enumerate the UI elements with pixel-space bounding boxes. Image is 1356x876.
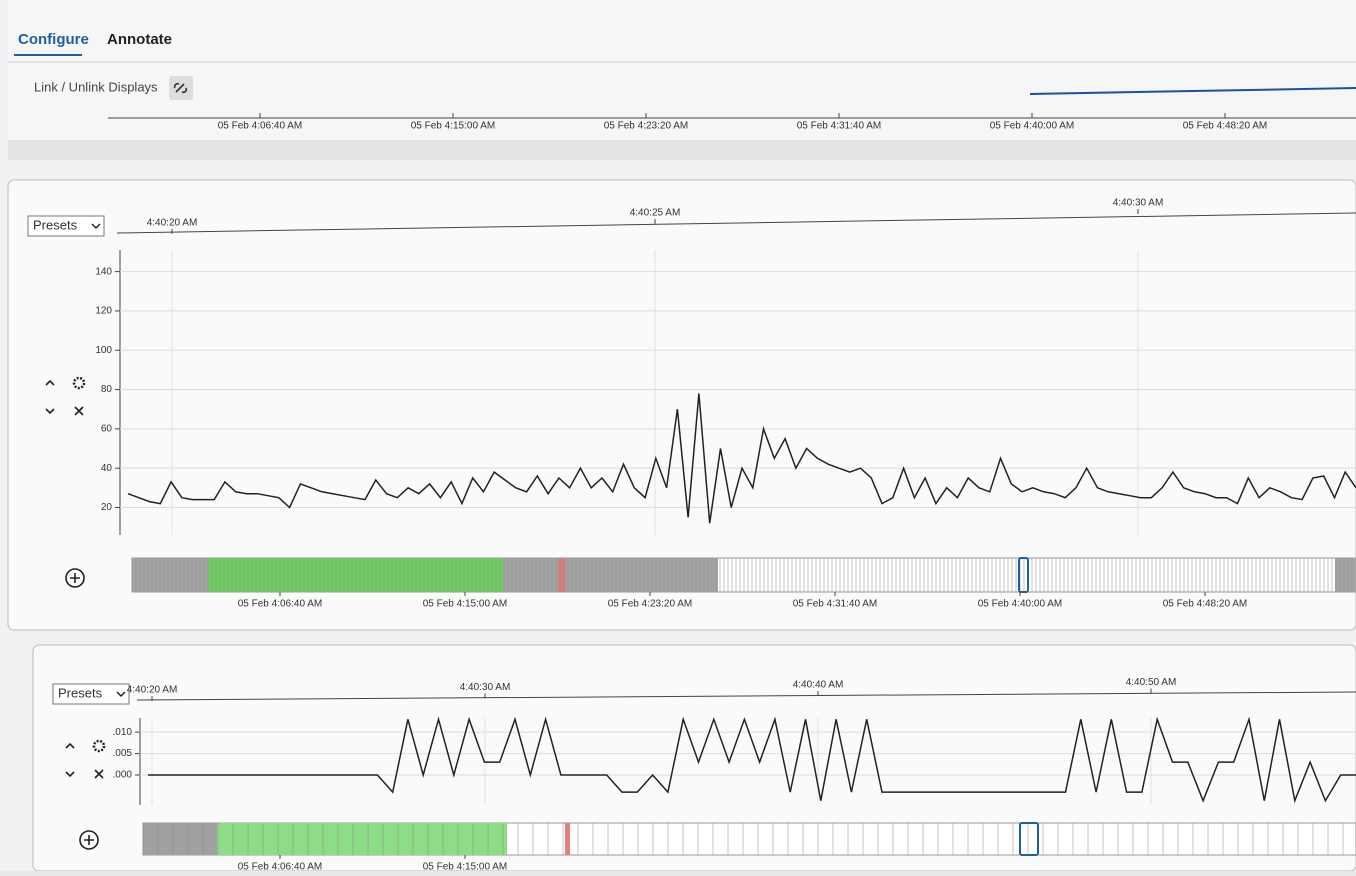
y-tick-label: 40 (101, 463, 113, 474)
tab-annotate[interactable]: Annotate (107, 31, 172, 48)
page: Configure Annotate Link / Unlink Display… (0, 0, 1356, 871)
timeline-segment (565, 823, 570, 855)
y-tick-label: 120 (95, 306, 112, 317)
tab-configure[interactable]: Configure (18, 31, 89, 48)
timeline-tick-label: 05 Feb 4:06:40 AM (238, 599, 323, 610)
timeline-tick-label: 05 Feb 4:40:00 AM (978, 599, 1063, 610)
overview-bottom (8, 140, 1356, 160)
timeline-segment (503, 558, 558, 592)
time-tick-label: 4:40:20 AM (147, 218, 198, 229)
timeline-tick-label: 05 Feb 4:06:40 AM (238, 862, 323, 871)
y-tick-label: .010 (113, 727, 133, 738)
timeline-tick-label: 05 Feb 4:23:20 AM (608, 599, 693, 610)
time-tick-label: 4:40:25 AM (630, 208, 681, 219)
overview-tick-label: 05 Feb 4:06:40 AM (218, 121, 303, 132)
timeline-segment (1335, 558, 1356, 592)
timeline-tick-label: 05 Feb 4:31:40 AM (793, 599, 878, 610)
y-tick-label: 80 (101, 384, 113, 395)
overview-tick-label: 05 Feb 4:23:20 AM (604, 121, 689, 132)
link-label: Link / Unlink Displays (34, 79, 158, 94)
overview-tick-label: 05 Feb 4:15:00 AM (411, 121, 496, 132)
y-tick-label: .005 (113, 748, 133, 759)
y-tick-label: 100 (95, 345, 112, 356)
y-tick-label: 140 (95, 266, 112, 277)
time-tick-label: 4:40:40 AM (793, 680, 844, 691)
time-tick-label: 4:40:30 AM (460, 682, 511, 693)
timeline-segment (217, 823, 507, 855)
presets-label[interactable]: Presets (33, 217, 78, 232)
header-area (8, 0, 1356, 160)
presets-label[interactable]: Presets (58, 685, 103, 700)
overview-tick-label: 05 Feb 4:48:20 AM (1183, 121, 1268, 132)
timeline-segment (132, 558, 208, 592)
time-tick-label: 4:40:20 AM (127, 685, 178, 696)
time-tick-label: 4:40:50 AM (1126, 677, 1177, 688)
overview-tick-label: 05 Feb 4:40:00 AM (990, 121, 1075, 132)
timeline-tick-label: 05 Feb 4:48:20 AM (1163, 599, 1248, 610)
overview-tick-label: 05 Feb 4:31:40 AM (797, 121, 882, 132)
timeline-segment (143, 823, 217, 855)
timeline-tick-label: 05 Feb 4:15:00 AM (423, 599, 508, 610)
timeline-segment (566, 558, 718, 592)
y-tick-label: 20 (101, 502, 113, 513)
y-tick-label: .000 (113, 770, 133, 781)
y-tick-label: 60 (101, 424, 113, 435)
timeline-segment (558, 558, 566, 592)
time-tick-label: 4:40:30 AM (1113, 198, 1164, 209)
timeline-tick-label: 05 Feb 4:15:00 AM (423, 862, 508, 871)
screen: Configure Annotate Link / Unlink Display… (0, 0, 1356, 871)
